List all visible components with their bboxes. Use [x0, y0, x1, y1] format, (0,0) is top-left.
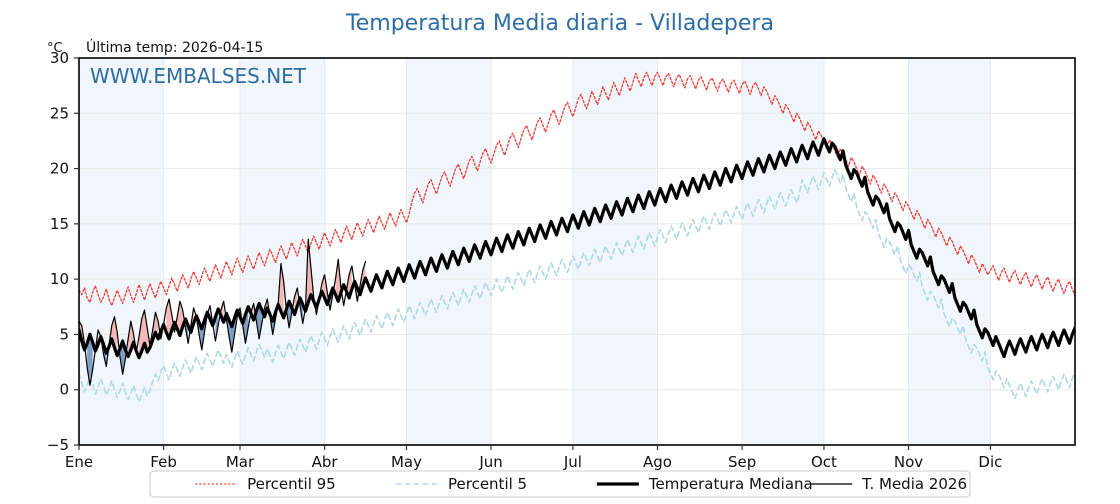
legend-label: Percentil 95	[247, 475, 336, 493]
series-line-percentil-5	[79, 168, 1075, 403]
x-tick-label: Jul	[563, 453, 582, 471]
month-band	[572, 58, 658, 445]
y-tick-label: 10	[50, 270, 69, 288]
legend-label: Percentil 5	[448, 475, 527, 493]
page-title: Temperatura Media diaria - Villadepera	[345, 11, 774, 36]
month-band	[742, 58, 824, 445]
x-tick-label: Nov	[894, 453, 923, 471]
y-tick-label: 15	[50, 215, 69, 233]
legend-box	[149, 470, 971, 498]
y-tick-label: 5	[59, 325, 69, 343]
y-tick-label: −5	[47, 436, 69, 454]
legend: Percentil 95 Percentil 5 Temperatura Media…	[149, 470, 971, 498]
series-lines	[79, 71, 1075, 403]
x-tick-label: Abr	[312, 453, 339, 471]
y-tick-label: 0	[59, 381, 69, 399]
series-line-percentil-95	[79, 71, 1075, 307]
y-tick-label: 30	[50, 49, 69, 67]
legend-label: Temperatura Mediana	[648, 475, 813, 493]
y-axis: −5 0 5 10 15 20 25 30	[47, 49, 79, 454]
y-tick-label: 25	[50, 104, 69, 122]
x-tick-label: Ago	[643, 453, 672, 471]
x-tick-label: Sep	[728, 453, 756, 471]
x-tick-label: Jun	[478, 453, 502, 471]
month-band	[239, 58, 325, 445]
legend-item[interactable]: Percentil 95	[195, 475, 336, 493]
x-tick-label: Oct	[811, 453, 837, 471]
series-line-temperatura-mediana	[79, 137, 1075, 360]
x-axis: Ene Feb Mar Abr May Jun Jul Ago Sep Oct Nov Dic	[65, 445, 1002, 471]
x-tick-label: May	[391, 453, 422, 471]
y-tick-label: 20	[50, 160, 69, 178]
plot-frame	[78, 57, 1076, 446]
x-tick-label: Ene	[65, 453, 93, 471]
x-tick-label: Feb	[150, 453, 177, 471]
legend-item[interactable]: Percentil 5	[396, 475, 527, 493]
x-tick-label: Mar	[226, 453, 255, 471]
series-line-t-media-2026	[79, 238, 367, 386]
legend-label: T. Media 2026	[861, 475, 967, 493]
legend-item[interactable]: Temperatura Mediana	[596, 475, 813, 493]
watermark: WWW.EMBALSES.NET	[90, 64, 307, 88]
y-axis-unit-label: °C	[47, 41, 63, 56]
last-temp-subtitle: Última temp: 2026-04-15	[86, 38, 263, 56]
anomaly-warm-area	[139, 310, 159, 358]
x-tick-label: Dic	[978, 453, 1002, 471]
legend-item[interactable]: T. Media 2026	[810, 475, 967, 493]
month-band	[79, 58, 164, 445]
month-bands	[79, 58, 991, 445]
